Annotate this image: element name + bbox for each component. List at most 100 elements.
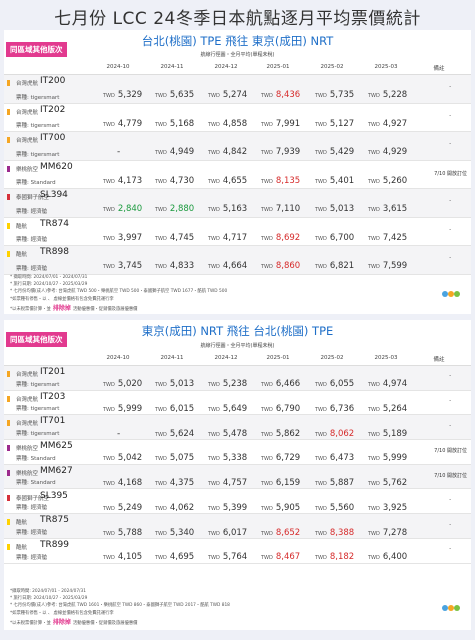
currency-label: TWD [208, 431, 220, 438]
price-number: 7,278 [382, 527, 408, 538]
price-number: 5,168 [169, 118, 195, 129]
region-tag-button[interactable]: 同區域其他版次 [6, 332, 67, 347]
remark-note: - [449, 198, 451, 205]
fare-value: TWD 5,264 [368, 396, 424, 415]
currency-label: TWD [103, 481, 115, 488]
price-number: 4,929 [382, 147, 408, 158]
fare-value: TWD 4,779 [103, 111, 159, 130]
fare-value: TWD 7,599 [368, 253, 424, 272]
currency-label: TWD [103, 407, 115, 414]
fare-table-panel-nrt-tpe: 同區域其他版次 東京(成田) NRT 飛往 台北(桃園) TPE 航線行徑圖・全月平… [4, 320, 471, 630]
fare-value: TWD 5,274 [208, 82, 264, 101]
region-tag-button[interactable]: 同區域其他版次 [6, 42, 67, 57]
price-number: 4,833 [169, 261, 195, 272]
price-number: 2,840 [117, 204, 143, 215]
flight-number: TR898 [40, 247, 69, 257]
price-number: 5,340 [169, 527, 195, 538]
fare-value: TWD 4,927 [368, 111, 424, 130]
footnote-tail: 活動優惠價・促銷價及旅展優惠價 [73, 620, 138, 626]
fare-value: TWD 7,110 [261, 196, 317, 215]
price-number: 5,401 [329, 175, 355, 186]
airline-name: 泰國獅子航空 [16, 195, 50, 201]
airline-name: 台灣虎航 [16, 372, 39, 378]
price-number: 7,939 [275, 147, 301, 158]
airline-name: 台灣虎航 [16, 396, 39, 403]
footnote: * 擷取時間: 2024/07/01 - 2024/07/31 [10, 275, 88, 280]
fare-value: TWD 5,329 [103, 82, 159, 101]
currency-label: TWD [208, 235, 220, 242]
fare-type: 票種: tigersmart [16, 151, 60, 158]
currency-label: TWD [368, 93, 380, 100]
currency-label: TWD [208, 407, 220, 414]
price-number: 5,762 [382, 478, 408, 489]
fare-value: TWD 8,860 [261, 253, 317, 272]
currency-label: TWD [208, 207, 220, 214]
fare-value: TWD 5,260 [368, 168, 424, 187]
fare-value: TWD 5,649 [208, 396, 264, 415]
currency-label: TWD [208, 264, 220, 271]
currency-label: TWD [315, 431, 327, 438]
currency-label: TWD [261, 207, 273, 214]
route-title: 台北(桃園) TPE 飛往 東京(成田) NRT [141, 34, 334, 48]
fare-value: TWD 5,249 [103, 495, 159, 514]
price-number: 5,338 [222, 453, 248, 464]
currency-label: TWD [261, 264, 273, 271]
currency-label: TWD [315, 264, 327, 271]
flight-number: MM627 [40, 465, 73, 476]
price-number: 8,388 [329, 527, 355, 538]
currency-label: TWD [368, 178, 380, 185]
flight-number: IT203 [40, 391, 66, 402]
currency-label: TWD [208, 178, 220, 185]
fare-value: TWD 3,745 [103, 253, 159, 272]
price-number: 5,260 [382, 175, 408, 186]
price-number: 6,015 [169, 404, 195, 415]
fare-value: TWD 8,135 [261, 168, 317, 187]
currency-label: TWD [155, 207, 167, 214]
fare-value: TWD 4,730 [155, 168, 211, 187]
currency-label: TWD [208, 555, 220, 562]
footnote-text: *以未稅票價計算・並 [10, 620, 51, 626]
price-number: - [117, 147, 121, 158]
price-number: 4,105 [117, 552, 143, 563]
price-number: 5,264 [382, 404, 408, 415]
currency-label: TWD [368, 456, 380, 463]
footnote: *以未稅票價計算・並 排除掉 活動優惠價・促銷價及旅展優惠價 [10, 303, 137, 312]
remark-note: - [449, 255, 451, 262]
airline-color-marker [7, 445, 10, 452]
airline-color-marker [7, 137, 10, 143]
currency-label: TWD [155, 407, 167, 414]
fare-table-panel-tpe-nrt: 同區域其他版次 台北(桃園) TPE 飛往 東京(成田) NRT 航線行徑圖・全月平… [4, 30, 471, 314]
footnote: * 七月份均價(成人)參考: 台灣虎航 TWD 1601・樂桃航空 TWD 86… [10, 603, 230, 609]
currency-label: TWD [368, 555, 380, 562]
column-header: 備註 [433, 66, 445, 72]
price-number: 3,997 [117, 232, 143, 243]
price-number: 5,905 [275, 502, 301, 513]
currency-label: TWD [315, 382, 327, 389]
price-number: 8,692 [275, 232, 301, 243]
fare-value: TWD 4,168 [103, 470, 159, 489]
currency-label: TWD [103, 456, 115, 463]
fare-value: TWD 3,997 [103, 225, 159, 244]
price-number: 6,159 [275, 478, 301, 489]
table-row: 台灣虎航 IT701 票種: tigersmart - TWD 5,624 TWD 5,478… [4, 415, 471, 441]
fare-value: TWD 8,388 [315, 520, 371, 539]
fare-value: TWD 8,182 [315, 544, 371, 563]
price-number: 4,842 [222, 147, 248, 158]
fare-value: TWD 5,401 [315, 168, 371, 187]
price-number: 7,599 [382, 261, 408, 272]
currency-label: TWD [261, 121, 273, 128]
fare-value: - [117, 421, 173, 440]
fare-value: TWD 4,974 [368, 371, 424, 390]
column-header: 2024-11 [160, 355, 184, 361]
footnote-text: *以未稅票價計算・並 [10, 306, 51, 312]
fare-value: TWD 5,560 [315, 495, 371, 514]
fare-value: TWD 2,880 [155, 196, 211, 215]
flight-number: IT701 [40, 416, 66, 427]
fare-value: TWD 5,238 [208, 371, 264, 390]
flight-number: SL395 [40, 490, 68, 501]
price-number: 5,735 [329, 90, 355, 101]
table-row: 樂桃航空 MM620 票種: Standard TWD 4,173 TWD 4,730 TWD… [4, 161, 471, 189]
fare-value: TWD 6,400 [368, 544, 424, 563]
price-number: 4,949 [169, 147, 195, 158]
price-number: 5,274 [222, 90, 248, 101]
